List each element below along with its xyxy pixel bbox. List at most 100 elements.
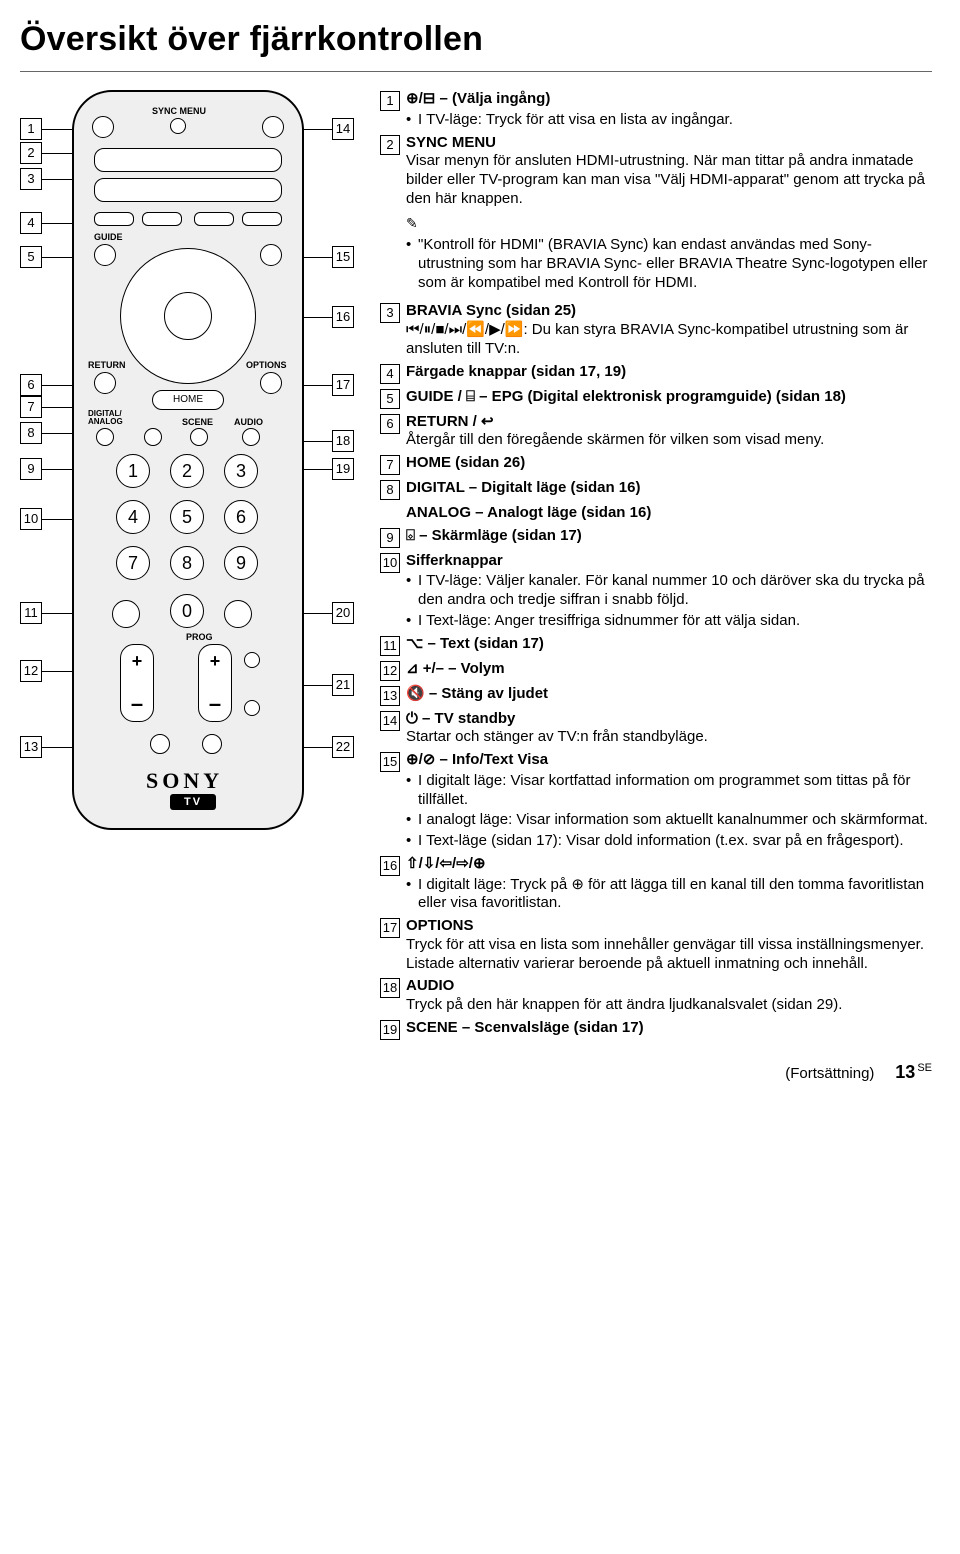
leader-line [42, 671, 72, 672]
power-button [262, 116, 284, 138]
callout-10: 10 [20, 508, 42, 530]
page-lang: SE [917, 1062, 932, 1074]
bullet-text: I Text-läge (sidan 17): Visar dold infor… [418, 832, 932, 851]
digital-analog-button [96, 428, 114, 446]
guide-button [94, 244, 116, 266]
leader-line [302, 129, 332, 130]
num-key-0: 0 [170, 594, 204, 628]
return-button [94, 372, 116, 394]
leader-line [42, 469, 72, 470]
item-heading: ⊕/⊟ – (Välja ingång) [406, 90, 932, 109]
scene-button [190, 428, 208, 446]
two-column-layout: SYNC MENU GUIDE [20, 90, 932, 1083]
item-heading: ⏻ – TV standby [406, 710, 932, 729]
bullet-text: I TV-läge: Väljer kanaler. För kanal num… [418, 572, 932, 610]
item-bullet: •I Text-läge (sidan 17): Visar dold info… [406, 832, 932, 851]
color-btn-2 [142, 212, 182, 226]
callout-13: 13 [20, 736, 42, 758]
item-heading: BRAVIA Sync (sidan 25) [406, 302, 932, 321]
callout-8: 8 [20, 422, 42, 444]
num-key-2: 2 [170, 454, 204, 488]
item-body: ⏻ – TV standbyStartar och stänger av TV:… [406, 710, 932, 748]
num-key-8: 8 [170, 546, 204, 580]
item-10: 10Sifferknappar•I TV-läge: Väljer kanale… [380, 552, 932, 631]
item-body: ⊕/⊘ – Info/Text Visa•I digitalt läge: Vi… [406, 751, 932, 851]
remote-column: SYNC MENU GUIDE [20, 90, 360, 1083]
item-body: Sifferknappar•I TV-läge: Väljer kanaler.… [406, 552, 932, 631]
item-number: 3 [380, 303, 400, 323]
item-body: RETURN / ↩Återgår till den föregående sk… [406, 413, 932, 451]
item-number: 1 [380, 91, 400, 111]
item-bullet: •I digitalt läge: Tryck på ⊕ för att läg… [406, 876, 932, 914]
leader-line [42, 433, 72, 434]
item-14: 14 ⏻ – TV standbyStartar och stänger av T… [380, 710, 932, 748]
leader-line [302, 685, 332, 686]
prog-rocker: +– [198, 644, 232, 722]
callout-5: 5 [20, 246, 42, 268]
item-body: 🔇 – Stäng av ljudet [406, 685, 932, 706]
item-6: 6 RETURN / ↩Återgår till den föregående s… [380, 413, 932, 451]
text-button [112, 600, 140, 628]
item-4: 4Färgade knappar (sidan 17, 19) [380, 363, 932, 384]
audio-label: AUDIO [234, 417, 263, 427]
item-17: 17OPTIONSTryck för att visa en lista som… [380, 917, 932, 973]
leader-line [302, 257, 332, 258]
note-block: ✎•"Kontroll för HDMI" (BRAVIA Sync) kan … [406, 215, 932, 293]
item-description: Tryck för att visa en lista som innehåll… [406, 936, 932, 974]
callout-12: 12 [20, 660, 42, 682]
page-number: 13SE [895, 1062, 932, 1082]
callout-16: 16 [332, 306, 354, 328]
num-key-6: 6 [224, 500, 258, 534]
transport-row-1 [94, 148, 282, 172]
item-11: 11⌥ – Text (sidan 17) [380, 635, 932, 656]
leader-line [302, 317, 332, 318]
options-button [260, 372, 282, 394]
num-key-5: 5 [170, 500, 204, 534]
callout-15: 15 [332, 246, 354, 268]
callout-19: 19 [332, 458, 354, 480]
mute-button [150, 734, 170, 754]
leader-line [42, 223, 72, 224]
leader-line [302, 469, 332, 470]
sony-logo: SONY [146, 768, 223, 794]
continuation-label: (Fortsättning) [785, 1065, 874, 1082]
item-bullet: •I TV-läge: Väljer kanaler. För kanal nu… [406, 572, 932, 610]
callout-21: 21 [332, 674, 354, 696]
num-key-1: 1 [116, 454, 150, 488]
callout-6: 6 [20, 374, 42, 396]
item-heading: DIGITAL – Digitalt läge (sidan 16) [406, 479, 932, 498]
callout-3: 3 [20, 168, 42, 190]
items-list: 1 ⊕/⊟ – (Välja ingång) •I TV-läge: Tryck f… [380, 90, 932, 1040]
scene-label: SCENE [182, 417, 213, 427]
item-number: 14 [380, 711, 400, 731]
item-number: 17 [380, 918, 400, 938]
divider [20, 71, 932, 72]
leader-line [42, 613, 72, 614]
note-icon: ✎ [406, 215, 418, 233]
item-description: Tryck på den här knappen för att ändra l… [406, 996, 932, 1015]
callout-7: 7 [20, 396, 42, 418]
leader-line [302, 747, 332, 748]
item-number: 12 [380, 661, 400, 681]
item-bullet: •I digitalt läge: Visar kortfattad infor… [406, 772, 932, 810]
item-body: GUIDE / ⌸ – EPG (Digital elektronisk pro… [406, 388, 932, 409]
screen-mode-button [144, 428, 162, 446]
remote-body: SYNC MENU GUIDE [72, 90, 304, 830]
item-description: ⏮/⏸/■/⏭/⏪/▶/⏩: Du kan styra BRAVIA Sync-… [406, 321, 932, 359]
nav-center [164, 292, 212, 340]
bullet-dot: • [406, 572, 418, 610]
item-3: 3 BRAVIA Sync (sidan 25)⏮/⏸/■/⏭/⏪/▶/⏩: Du… [380, 302, 932, 358]
remote-diagram: SYNC MENU GUIDE [20, 90, 360, 850]
sync-menu-button [170, 118, 186, 134]
item-description: Återgår till den föregående skärmen för … [406, 431, 932, 450]
page: Översikt över fjärrkontrollen SYNC MENU [0, 0, 960, 1113]
item-body: Färgade knappar (sidan 17, 19) [406, 363, 932, 384]
bullet-dot: • [406, 612, 418, 631]
page-title: Översikt över fjärrkontrollen [20, 20, 932, 59]
item-number: 6 [380, 414, 400, 434]
callout-2: 2 [20, 142, 42, 164]
item-number: 5 [380, 389, 400, 409]
item-bullet: •I TV-läge: Tryck för att visa en lista … [406, 111, 932, 130]
bullet-dot: • [406, 236, 418, 292]
item-heading: SCENE – Scenvalsläge (sidan 17) [406, 1019, 932, 1038]
